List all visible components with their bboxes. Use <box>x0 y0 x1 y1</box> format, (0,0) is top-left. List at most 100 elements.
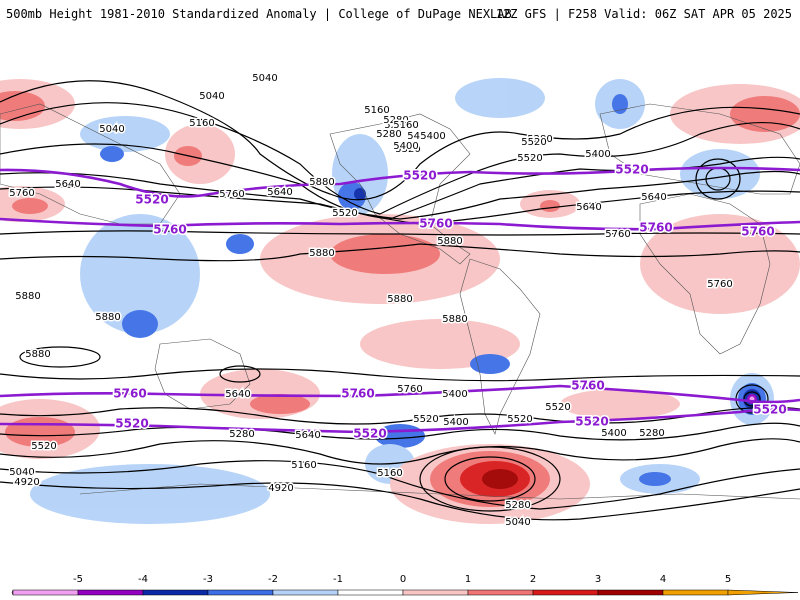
height-contour-label: 5760 <box>9 188 34 199</box>
height-contour-label: 5640 <box>267 187 292 198</box>
legend-color-segment <box>12 589 79 596</box>
legend-color-segment <box>77 589 144 596</box>
highlight-contour-label: 5520 <box>403 169 436 183</box>
legend-color-segment <box>207 589 274 596</box>
highlight-contour-label: 5520 <box>615 163 648 177</box>
height-contour-label: 5520 <box>413 414 438 425</box>
highlight-contour-label: 5520 <box>575 415 608 429</box>
anomaly-legend: -5 -4 -3 -2 -1 0 1 2 3 4 5 <box>11 574 799 596</box>
height-contour-label: 5040 <box>199 91 224 102</box>
height-contour-label: 5640 <box>576 202 601 213</box>
height-contour-label: 5520 <box>31 441 56 452</box>
height-contour-label: 4920 <box>14 477 39 488</box>
legend-colorbar <box>11 589 799 596</box>
height-contour-label: 5640 <box>225 389 250 400</box>
height-contour-label: 5280 <box>229 429 254 440</box>
height-contour-label: 5160 <box>291 460 316 471</box>
height-contour-label: 5160 <box>364 105 389 116</box>
height-contour-label: 5280 <box>639 428 664 439</box>
highlight-contour-label: 5520 <box>753 403 786 417</box>
height-contour-label: 5880 <box>309 177 334 188</box>
highlight-contour-label: 5520 <box>353 427 386 441</box>
height-contour-label: 5160 <box>189 118 214 129</box>
anomaly-shading <box>0 78 800 524</box>
legend-tick-label: 4 <box>660 574 666 585</box>
height-contour-label: 5280 <box>505 500 530 511</box>
height-contour-label: 5640 <box>55 179 80 190</box>
legend-tick-label: -5 <box>73 574 83 585</box>
height-contour-label: 5040 <box>15 476 40 487</box>
height-contour-label: 5160 <box>393 120 418 131</box>
legend-color-segment <box>597 589 664 596</box>
height-contour-label: 5520 <box>332 208 357 219</box>
height-contour-label: 5400 <box>420 131 445 142</box>
height-contour-label: 5400 <box>407 131 432 142</box>
header-bar: 500mb Height 1981-2010 Standardized Anom… <box>0 0 800 30</box>
legend-tick-label: -3 <box>203 574 213 585</box>
legend-tick-label: 1 <box>465 574 471 585</box>
legend-color-segment <box>142 589 209 596</box>
height-contour-label: 5640 <box>641 192 666 203</box>
legend-tick-label: 5 <box>725 574 731 585</box>
height-contour-label: 5520 <box>507 414 532 425</box>
height-contour-label: 5280 <box>384 120 409 131</box>
height-contour-label: 5040 <box>99 124 124 135</box>
legend-color-segment <box>402 589 469 596</box>
height-contour-label: 5400 <box>585 149 610 160</box>
height-contour-label: 5280 <box>527 134 552 145</box>
highlight-contour-label: 5520 <box>135 193 168 207</box>
height-contour-label: 5880 <box>95 312 120 323</box>
highlight-contour-label: 5760 <box>113 387 146 401</box>
legend-tick-label: -1 <box>333 574 343 585</box>
height-contour-label: 4920 <box>268 483 293 494</box>
highlight-contour-label: 5760 <box>639 221 672 235</box>
height-contour-label: 5040 <box>252 74 277 84</box>
height-contour-label: 5520 <box>521 137 546 148</box>
legend-color-segment <box>532 589 599 596</box>
map-title: 500mb Height 1981-2010 Standardized Anom… <box>6 7 512 21</box>
height-contour-label: 5880 <box>387 294 412 305</box>
height-contour-label: 5520 <box>395 144 420 155</box>
height-contour-label: 5520 <box>545 402 570 413</box>
legend-tick-label: 2 <box>530 574 536 585</box>
legend-tick-label: 3 <box>595 574 601 585</box>
height-contour-label: 5880 <box>25 349 50 360</box>
height-contour-label: 5400 <box>443 417 468 428</box>
highlight-contour-label: 5760 <box>741 225 774 239</box>
highlight-contour-label: 5760 <box>153 223 186 237</box>
height-contour-label: 5520 <box>517 153 542 164</box>
height-contour-label: 5280 <box>376 129 401 140</box>
legend-high-arrow <box>727 589 799 596</box>
legend-tick-label: 0 <box>400 574 406 585</box>
height-contour-label: 5400 <box>442 389 467 400</box>
legend-color-segment <box>467 589 534 596</box>
height-contour-label: 5400 <box>601 428 626 439</box>
height-contour-label: 5640 <box>295 430 320 441</box>
height-contour-label: 5880 <box>15 291 40 302</box>
height-contour-label: 5760 <box>219 189 244 200</box>
highlight-contour-label: 5520 <box>115 417 148 431</box>
height-contour-label: 5760 <box>605 229 630 240</box>
height-contour-label: 5040 <box>9 467 34 478</box>
highlight-contour-label: 5760 <box>341 387 374 401</box>
highlight-contour-label: 5760 <box>571 379 604 393</box>
legend-tick-label: -2 <box>268 574 278 585</box>
legend-color-segment <box>272 589 339 596</box>
highlight-contours <box>0 166 800 434</box>
height-contour-label: 5880 <box>442 314 467 325</box>
height-contour-label: 5760 <box>707 279 732 290</box>
legend-ticks: -5 -4 -3 -2 -1 0 1 2 3 4 5 <box>73 574 731 585</box>
highlight-contour-label: 5760 <box>419 217 452 231</box>
height-contour-label: 5880 <box>437 236 462 247</box>
height-contour-label: 5040 <box>505 517 530 526</box>
legend-color-segment <box>662 589 729 596</box>
height-contour-label: 5400 <box>393 141 418 152</box>
height-contour-label: 5760 <box>397 384 422 395</box>
height-contour-label: 5880 <box>309 248 334 259</box>
height-contour-label: 5280 <box>383 115 408 126</box>
height-contour-label: 5160 <box>377 468 402 479</box>
model-run-info: 12Z GFS | F258 Valid: 06Z SAT APR 05 202… <box>495 7 792 21</box>
legend-tick-label: -4 <box>138 574 148 585</box>
